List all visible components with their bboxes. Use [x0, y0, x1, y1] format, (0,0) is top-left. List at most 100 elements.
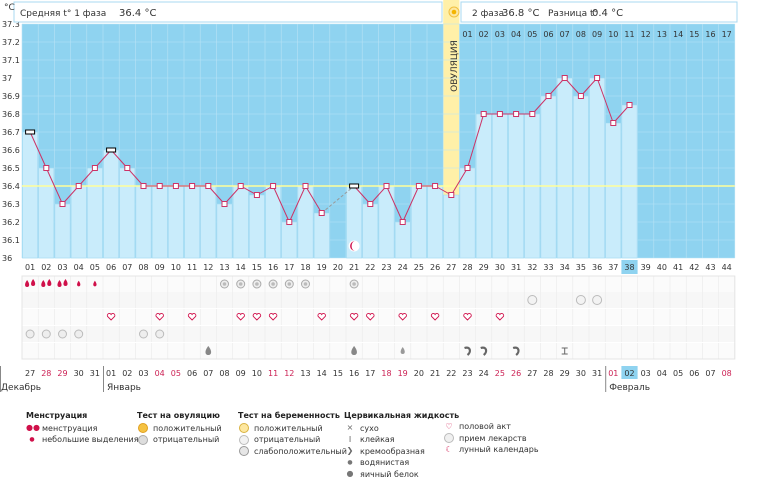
cycle-day-label: 14	[236, 263, 246, 272]
temperature-point-day-27	[448, 192, 455, 198]
legend-menstruation-title: Менструация	[26, 411, 88, 420]
creamy-icon-day-29	[480, 346, 488, 356]
temperature-point-day-19	[318, 210, 325, 216]
date-label: 27	[25, 369, 35, 378]
heart-icon-day-11	[187, 313, 197, 321]
temperature-bar-day-17	[281, 221, 298, 259]
date-label: 01	[106, 369, 116, 378]
date-label: 31	[90, 369, 100, 378]
pill-icon-day-2	[41, 329, 51, 339]
cycle-day-label: 17	[284, 263, 294, 272]
temperature-point-day-16	[270, 183, 277, 189]
cycle-day-label: 16	[268, 263, 278, 272]
spotting-icon-day-5	[93, 280, 97, 287]
phase2-day-label: 08	[576, 30, 586, 39]
y-tick-label: 36.5	[2, 164, 20, 173]
phase2-day-label: 01	[462, 30, 472, 39]
phase2-label: 2 фаза	[472, 9, 504, 19]
temperature-point-day-13	[221, 201, 228, 207]
menstruation-icon-day-2	[41, 280, 46, 287]
diff-value: 0.4 °C	[592, 8, 623, 19]
temperature-point-day-17	[286, 219, 293, 225]
temperature-bar-day-33	[540, 95, 557, 259]
date-label: 06	[689, 369, 699, 378]
menstruation-drops-icon: ●●	[26, 423, 40, 433]
legend-pregnancy-test: Тест на беременность положительный отриц…	[238, 410, 347, 457]
legend-ovulation-positive: положительный	[153, 423, 222, 433]
legend-ovulation-test: Тест на овуляцию положительный отрицател…	[137, 410, 222, 446]
date-label: 08	[722, 369, 732, 378]
temperature-bar-day-12	[200, 185, 217, 259]
cycle-day-label: 37	[608, 263, 618, 272]
date-label: 03	[641, 369, 651, 378]
cycle-day-label: 01	[25, 263, 35, 272]
legend-ovulation-test-title: Тест на овуляцию	[137, 411, 220, 420]
ovulation-band[interactable]	[443, 0, 460, 258]
temperature-point-day-8	[140, 183, 147, 189]
date-label: 15	[333, 369, 343, 378]
cycle-day-label: 22	[365, 263, 375, 272]
temperature-point-day-25	[415, 183, 422, 189]
phase2-day-label: 15	[689, 30, 699, 39]
moon-icon	[350, 241, 356, 251]
temperature-point-day-14	[237, 183, 244, 189]
menstruation-icon-day-1	[31, 279, 36, 286]
ovulation-label: ОВУЛЯЦИЯ	[450, 40, 460, 92]
cycle-day-label: 21	[349, 263, 359, 272]
cycle-day-label: 05	[90, 263, 100, 272]
temperature-bar-day-7	[119, 167, 136, 259]
legend-intercourse: половой акт	[459, 422, 511, 431]
date-label: 03	[138, 369, 148, 378]
temperature-bar-day-6	[103, 149, 119, 259]
temperature-point-day-23	[383, 183, 390, 189]
temperature-point-day-18	[302, 183, 309, 189]
cycle-day-label: 43	[705, 263, 715, 272]
temperature-point-day-2	[43, 165, 50, 171]
cycle-day-label: 04	[74, 263, 84, 272]
temperature-point-day-28	[464, 165, 471, 171]
cycle-day-label: 13	[219, 263, 229, 272]
temperature-point-day-1	[25, 129, 36, 135]
y-tick-label: 36.6	[2, 146, 20, 155]
temperature-segment	[272, 185, 290, 223]
date-label: 23	[462, 369, 472, 378]
watery-icon: ●	[347, 458, 353, 466]
temperature-point-day-26	[432, 183, 439, 189]
y-tick-label: 36.9	[2, 92, 20, 101]
temperature-segment	[450, 167, 468, 196]
legend-ovulation-negative: отрицательный	[153, 435, 220, 444]
menstruation-icon-day-1	[25, 280, 30, 287]
date-label: 30	[74, 369, 84, 378]
date-label: 22	[446, 369, 456, 378]
cycle-day-label: 28	[462, 263, 472, 272]
date-label: 02	[122, 369, 132, 378]
legend-cervical-eggwhite: яичный белок	[360, 469, 419, 479]
date-label: 07	[705, 369, 715, 378]
cycle-day-label: 08	[138, 263, 148, 272]
heart-icon-day-16	[268, 313, 278, 321]
phase2-day-label: 13	[657, 30, 667, 39]
phase2-day-label: 11	[624, 30, 634, 39]
phase2-day-label: 14	[673, 30, 683, 39]
temperature-segment	[467, 113, 485, 169]
date-label: 06	[187, 369, 197, 378]
menstruation-icon-day-3	[63, 279, 68, 286]
cycle-day-label: 20	[333, 263, 343, 272]
heart-icon-day-28	[463, 313, 472, 321]
cycle-day-label: 07	[122, 263, 132, 272]
temperature-bar-day-37	[605, 122, 622, 259]
temperature-segment	[45, 167, 63, 205]
temperature-point-day-3	[59, 201, 66, 207]
heart-icon: ♡	[445, 421, 453, 431]
date-label: 09	[236, 369, 246, 378]
eggwhite-icon: ●	[346, 469, 354, 479]
phase2-day-label: 10	[608, 30, 618, 39]
temperature-segment	[305, 185, 323, 214]
temperature-bar-day-36	[589, 77, 605, 259]
temperature-point-day-9	[156, 183, 163, 189]
cycle-day-label: 15	[252, 263, 262, 272]
temperature-bar-day-24	[394, 221, 411, 259]
pregnancy-negative-icon-day-32	[527, 295, 538, 305]
legend-pregnancy-weak: слабоположительный	[254, 446, 347, 456]
